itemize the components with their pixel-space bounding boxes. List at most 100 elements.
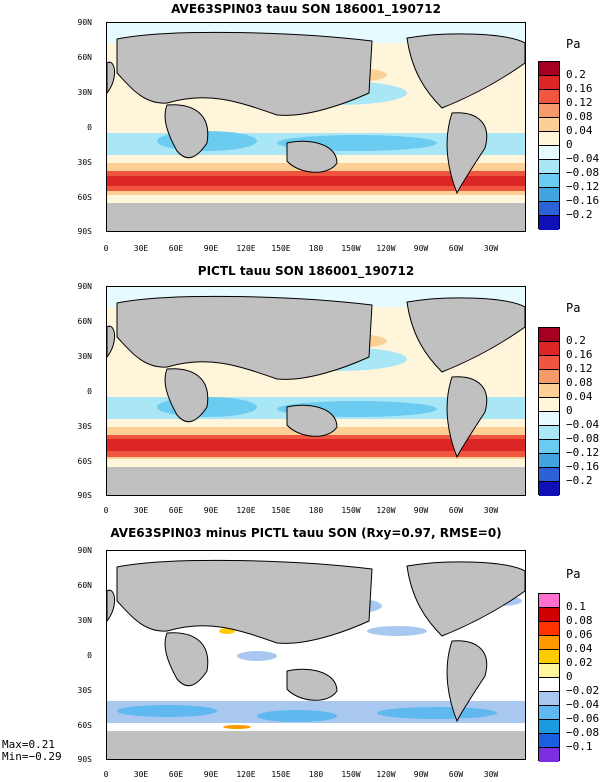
colorbar-swatch bbox=[539, 692, 559, 706]
colorbar-tick-label: 0.12 bbox=[566, 362, 593, 375]
colorbar-tick-label: 0.2 bbox=[566, 334, 586, 347]
lon-label: 0 bbox=[103, 506, 109, 515]
lat-label: 90S bbox=[77, 491, 92, 500]
colorbar-swatch bbox=[539, 426, 559, 440]
map-plot bbox=[106, 286, 526, 496]
colorbar-swatch bbox=[539, 398, 559, 412]
lon-label: 60E bbox=[168, 244, 184, 253]
lon-label: 120W bbox=[376, 770, 396, 779]
colorbar bbox=[538, 61, 560, 230]
colorbar-swatch bbox=[539, 678, 559, 692]
lat-label: 60N bbox=[77, 317, 92, 326]
colorbar-swatch bbox=[539, 160, 559, 174]
colorbar-tick-label: −0.12 bbox=[566, 446, 600, 459]
colorbar-swatch bbox=[539, 76, 559, 90]
lon-label: 180 bbox=[308, 244, 324, 253]
lon-label: 120E bbox=[236, 244, 256, 253]
colorbar-unit: Pa bbox=[566, 37, 581, 51]
map-plot bbox=[106, 550, 526, 760]
colorbar-tick-label: 0 bbox=[566, 670, 573, 683]
colorbar-swatch bbox=[539, 468, 559, 482]
lon-label: 30E bbox=[133, 506, 149, 515]
colorbar-tick-label: −0.02 bbox=[566, 684, 600, 697]
panel-1: AVE63SPIN03 tauu SON 186001_190712 90N 6… bbox=[0, 0, 612, 258]
colorbar-swatch bbox=[539, 650, 559, 664]
lat-label: 90N bbox=[77, 546, 92, 555]
colorbar-swatch bbox=[539, 412, 559, 426]
colorbar-swatch bbox=[539, 636, 559, 650]
colorbar bbox=[538, 593, 560, 762]
colorbar-tick-label: 0.1 bbox=[566, 600, 586, 613]
lon-label: 90W bbox=[413, 506, 429, 515]
lat-label: 30S bbox=[77, 686, 92, 695]
colorbar-swatch bbox=[539, 594, 559, 608]
colorbar-tick-label: 0.02 bbox=[566, 656, 593, 669]
colorbar-swatch bbox=[539, 454, 559, 468]
colorbar-swatch bbox=[539, 216, 559, 230]
lon-label: 120W bbox=[376, 506, 396, 515]
lat-label: 90S bbox=[77, 227, 92, 236]
colorbar-tick-label: −0.04 bbox=[566, 152, 600, 165]
colorbar-swatch bbox=[539, 440, 559, 454]
lat-label: 30S bbox=[77, 158, 92, 167]
colorbar-unit: Pa bbox=[566, 567, 581, 581]
colorbar-tick-label: −0.16 bbox=[566, 194, 600, 207]
colorbar-tick-label: 0.12 bbox=[566, 96, 593, 109]
lon-label: 90E bbox=[203, 770, 219, 779]
lon-label: 30E bbox=[133, 244, 149, 253]
lon-label: 90W bbox=[413, 770, 429, 779]
colorbar-swatch bbox=[539, 342, 559, 356]
colorbar-swatch bbox=[539, 748, 559, 762]
colorbar-swatch bbox=[539, 608, 559, 622]
colorbar-swatch bbox=[539, 720, 559, 734]
colorbar-swatch bbox=[539, 202, 559, 216]
colorbar-swatch bbox=[539, 356, 559, 370]
colorbar-swatch bbox=[539, 146, 559, 160]
colorbar-tick-label: 0 bbox=[566, 404, 573, 417]
panel-title: AVE63SPIN03 tauu SON 186001_190712 bbox=[171, 2, 441, 16]
colorbar-tick-label: 0.08 bbox=[566, 376, 593, 389]
lat-label: 60N bbox=[77, 53, 92, 62]
colorbar-tick-label: −0.08 bbox=[566, 166, 600, 179]
lon-label: 60W bbox=[448, 244, 464, 253]
lon-label: 150W bbox=[341, 506, 361, 515]
lon-label: 60E bbox=[168, 770, 184, 779]
colorbar-tick-label: −0.08 bbox=[566, 432, 600, 445]
colorbar-tick-label: 0.16 bbox=[566, 82, 593, 95]
lon-label: 150W bbox=[341, 770, 361, 779]
lat-label: 0 bbox=[87, 651, 92, 660]
lon-label: 60W bbox=[448, 506, 464, 515]
colorbar-swatch bbox=[539, 734, 559, 748]
lon-label: 60W bbox=[448, 770, 464, 779]
lon-label: 90E bbox=[203, 506, 219, 515]
colorbar-swatch bbox=[539, 482, 559, 496]
colorbar-swatch bbox=[539, 62, 559, 76]
lon-label: 90E bbox=[203, 244, 219, 253]
lon-label: 150E bbox=[271, 770, 291, 779]
colorbar-tick-label: 0.06 bbox=[566, 628, 593, 641]
colorbar-tick-label: −0.16 bbox=[566, 460, 600, 473]
panel-title: PICTL tauu SON 186001_190712 bbox=[197, 264, 415, 278]
lat-label: 60S bbox=[77, 721, 92, 730]
lat-label: 30N bbox=[77, 88, 92, 97]
colorbar-tick-label: −0.04 bbox=[566, 418, 600, 431]
colorbar-swatch bbox=[539, 174, 559, 188]
lat-label: 60S bbox=[77, 457, 92, 466]
colorbar-swatch bbox=[539, 104, 559, 118]
colorbar-tick-label: −0.12 bbox=[566, 180, 600, 193]
colorbar-tick-label: 0.04 bbox=[566, 124, 593, 137]
lon-label: 180 bbox=[308, 506, 324, 515]
lat-label: 90N bbox=[77, 282, 92, 291]
colorbar-tick-label: 0.08 bbox=[566, 110, 593, 123]
colorbar-tick-label: −0.2 bbox=[566, 208, 593, 221]
lat-label: 60N bbox=[77, 581, 92, 590]
colorbar-swatch bbox=[539, 370, 559, 384]
colorbar-tick-label: −0.1 bbox=[566, 740, 593, 753]
lon-label: 150E bbox=[271, 244, 291, 253]
colorbar-swatch bbox=[539, 328, 559, 342]
lat-label: 0 bbox=[87, 387, 92, 396]
panel-title: AVE63SPIN03 minus PICTL tauu SON (Rxy=0.… bbox=[110, 526, 502, 540]
colorbar-tick-label: 0 bbox=[566, 138, 573, 151]
colorbar-tick-label: 0.16 bbox=[566, 348, 593, 361]
lon-label: 0 bbox=[103, 770, 109, 779]
